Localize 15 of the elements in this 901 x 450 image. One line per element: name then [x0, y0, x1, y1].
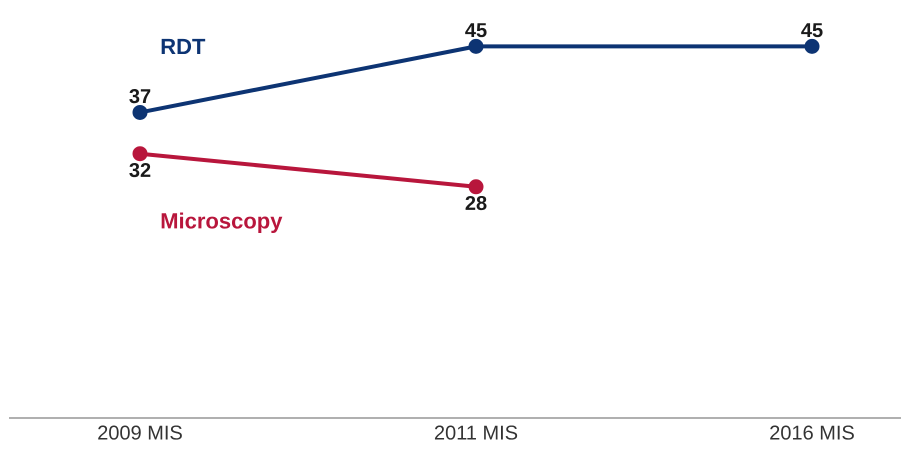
data-label: 28: [466, 196, 487, 210]
data-label: 37: [129, 89, 150, 104]
text: Microscopy: [162, 212, 282, 233]
point: [468, 38, 484, 54]
data-label: 45: [801, 23, 823, 38]
x-tick-label: 2009 MIS: [98, 426, 182, 440]
data-label: 32: [129, 162, 150, 178]
x-tick-label: 2011 MIS: [434, 426, 518, 440]
point: [132, 146, 148, 162]
point: [804, 38, 820, 54]
x-tick-label: 2016 MIS: [770, 426, 854, 440]
point: [132, 104, 148, 120]
text: RDT: [162, 38, 206, 54]
point: [468, 179, 484, 194]
data-label: 45: [465, 23, 487, 38]
